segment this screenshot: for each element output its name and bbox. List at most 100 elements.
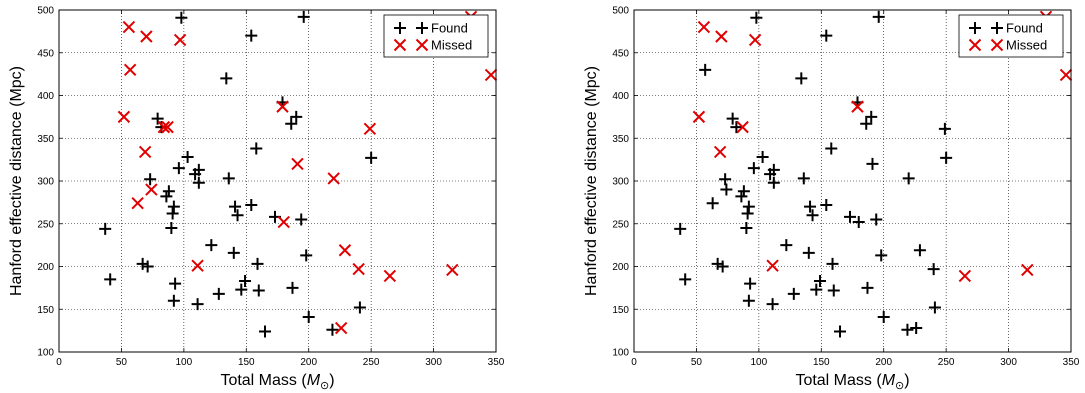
legend-label: Found [1006, 21, 1043, 36]
data-point-missed [736, 120, 749, 134]
plot-frame [58, 9, 497, 353]
data-point-found [747, 162, 760, 175]
data-point-found [806, 209, 819, 222]
data-point-found [191, 298, 204, 311]
data-point-found [756, 151, 769, 164]
data-point-found [730, 121, 743, 134]
series-found [99, 10, 378, 338]
data-point-found [767, 176, 780, 189]
data-point-found [795, 72, 808, 85]
legend: Found Missed [383, 14, 489, 58]
data-point-missed [484, 68, 498, 82]
data-point-found [750, 11, 763, 24]
data-point-found [245, 198, 258, 211]
data-point-found [235, 283, 248, 296]
data-point-found [104, 273, 117, 286]
data-point-found [861, 281, 874, 294]
data-point-found [365, 151, 378, 164]
x-axis-label: Total Mass (M⊙) [220, 372, 334, 392]
data-point-missed [958, 269, 972, 283]
data-point-found [938, 122, 951, 135]
y-tick-label: 350 [37, 134, 54, 145]
data-point-missed [713, 145, 727, 159]
y-axis-label: Hanford effective distance (Mpc) [8, 66, 25, 296]
data-point-found [825, 142, 838, 155]
x-tick-label: 350 [488, 357, 505, 368]
legend-box [958, 14, 1064, 58]
x-tick-label: 0 [631, 357, 637, 368]
data-point-found [820, 29, 833, 42]
data-point-found [192, 163, 205, 176]
data-point-missed [748, 33, 762, 47]
data-point-found [239, 275, 252, 288]
y-tick-label: 100 [612, 348, 629, 359]
data-point-found [706, 197, 719, 210]
y-tick-label: 500 [612, 6, 629, 17]
data-point-found [780, 239, 793, 252]
x-tick-label: 350 [1063, 357, 1080, 368]
data-point-missed [1059, 68, 1073, 82]
plot-frame [633, 9, 1072, 353]
data-point-missed [352, 262, 365, 276]
y-tick-label: 450 [612, 48, 629, 59]
data-point-found [155, 121, 168, 134]
chart-panel-2: 0 50 100 150 200 250 300 350 100 150 200 250 300 350 4… [583, 6, 1080, 393]
data-point-found [766, 298, 779, 311]
data-point-found [162, 185, 175, 198]
x-tick-label: 200 [875, 357, 892, 368]
data-point-found [741, 207, 754, 220]
data-point-missed [697, 20, 711, 34]
data-point-found [870, 213, 883, 226]
data-point-found [252, 284, 265, 297]
y-tick-label: 200 [37, 262, 54, 273]
data-point-missed [276, 100, 289, 113]
data-point-missed [383, 269, 397, 283]
data-point-found [827, 284, 840, 297]
y-axis-label: Hanford effective distance (Mpc) [583, 66, 600, 296]
data-point-found [834, 325, 847, 338]
grid-lines [59, 10, 496, 352]
data-point-found [814, 275, 827, 288]
data-point-found [300, 249, 313, 262]
data-point-missed [117, 110, 131, 124]
legend-marker-found [969, 22, 981, 34]
data-point-found [865, 110, 878, 123]
data-point-found [940, 151, 953, 164]
data-point-found [927, 263, 940, 276]
data-point-missed [1021, 263, 1034, 277]
data-point-found [326, 323, 339, 336]
x-tick-label: 0 [56, 357, 62, 368]
data-point-found [826, 257, 839, 270]
data-point-missed [145, 183, 158, 196]
legend-label: Missed [431, 38, 472, 53]
data-point-found [719, 173, 732, 186]
data-point-found [797, 172, 810, 185]
data-point-missed [131, 197, 144, 210]
data-point-found [875, 249, 888, 262]
x-axis-label: Total Mass (M⊙) [795, 372, 909, 392]
data-point-found [844, 210, 857, 223]
y-tick-label: 200 [612, 262, 629, 273]
data-point-missed [446, 263, 459, 277]
data-point-found [245, 29, 258, 42]
data-point-found [144, 173, 157, 186]
chart-panel-1: 0 50 100 150 200 250 300 350 100 150 200 250 300 350 4… [8, 6, 505, 393]
y-tick-label: 250 [612, 219, 629, 230]
data-point-found [742, 200, 755, 213]
data-point-found [740, 222, 753, 235]
data-point-missed [327, 172, 340, 185]
data-point-found [804, 200, 817, 213]
series-missed [692, 10, 1073, 283]
legend-marker-missed [990, 38, 1004, 52]
legend-marker-missed [968, 38, 982, 52]
data-point-found [872, 10, 885, 23]
data-point-found [141, 260, 154, 273]
data-point-found [175, 11, 188, 24]
data-point-found [290, 110, 303, 123]
y-tick-label: 150 [612, 305, 629, 316]
y-tick-label: 250 [37, 219, 54, 230]
data-point-missed [157, 120, 171, 134]
data-point-found [99, 222, 112, 235]
data-point-found [744, 277, 757, 290]
